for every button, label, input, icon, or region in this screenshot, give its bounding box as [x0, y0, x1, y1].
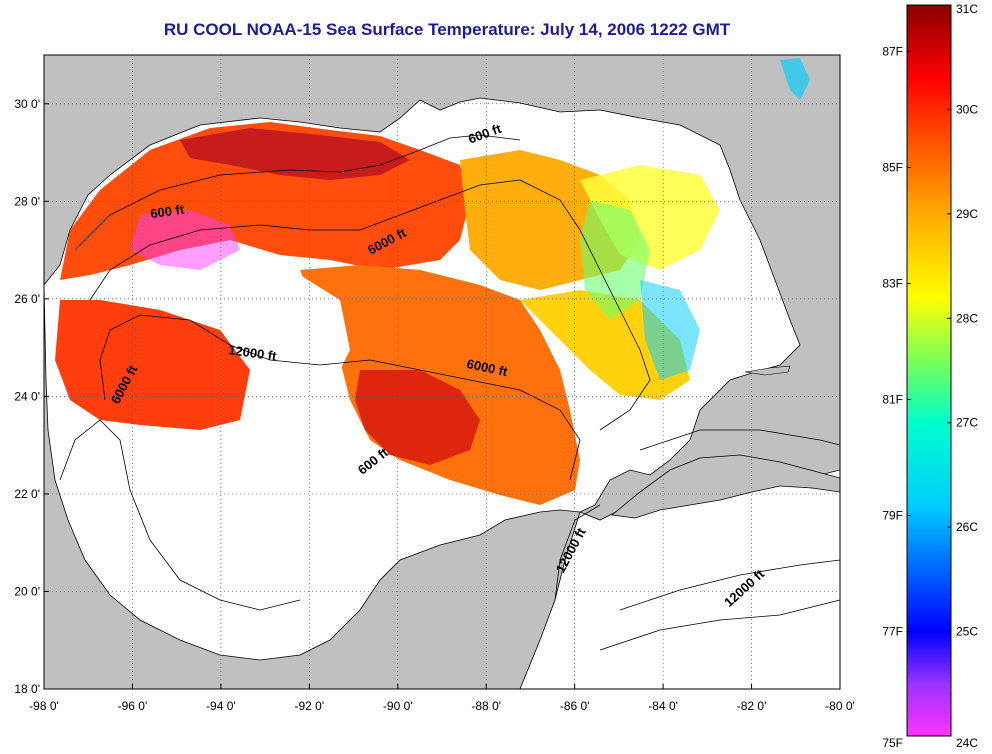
lat-tick-label: 22 0' [14, 487, 40, 501]
map-title: RU COOL NOAA-15 Sea Surface Temperature:… [163, 20, 731, 39]
colorbar-celsius-label: 28C [956, 311, 978, 325]
cuba-island [611, 454, 840, 519]
colorbar-celsius-label: 26C [956, 520, 978, 534]
colorbar-fahrenheit-label: 77F [882, 625, 903, 639]
longitude-tick-labels: -98 0' -96 0' -94 0' -92 0' -90 0' -88 0' -86 … [29, 699, 855, 713]
colorbar-fahrenheit-labels: 87F 85F 83F 81F 79F 77F 75F [882, 44, 911, 750]
colorbar-celsius-label: 24C [956, 736, 978, 750]
colorbar-celsius-label: 25C [956, 625, 978, 639]
lat-tick-label: 24 0' [14, 389, 40, 403]
lon-tick-label: -80 0' [825, 699, 855, 713]
lat-tick-label: 30 0' [14, 97, 40, 111]
lat-tick-label: 26 0' [14, 292, 40, 306]
florida-keys [744, 365, 791, 376]
bathymetry-contours [59, 134, 840, 651]
colorbar-fahrenheit-label: 83F [882, 276, 903, 290]
colorbar-fahrenheit-label: 75F [882, 736, 903, 750]
lon-tick-label: -88 0' [471, 699, 501, 713]
colorbar-celsius-label: 30C [956, 102, 978, 116]
colorbar-gradient [906, 4, 952, 737]
colorbar-celsius-label: 27C [956, 416, 978, 430]
colorbar-celsius-label: 29C [956, 207, 978, 221]
colorbar-fahrenheit-label: 87F [882, 44, 903, 58]
lon-tick-label: -92 0' [295, 699, 325, 713]
lon-tick-label: -84 0' [648, 699, 678, 713]
lat-tick-label: 20 0' [14, 584, 40, 598]
lat-tick-label: 18 0' [14, 682, 40, 696]
lon-tick-label: -82 0' [737, 699, 767, 713]
map-frame [43, 54, 841, 690]
latitude-tick-labels: 18 0' 20 0' 22 0' 24 0' 26 0' 28 0' 30 0' [14, 97, 40, 696]
colorbar-celsius-labels: 31C 30C 29C 28C 27C 26C 25C 24C [947, 2, 978, 750]
lon-tick-label: -94 0' [206, 699, 236, 713]
lon-tick-label: -86 0' [560, 699, 590, 713]
contour-label: 600 ft [149, 202, 185, 222]
contour-label: 12000 ft [227, 342, 278, 364]
lat-tick-label: 28 0' [14, 194, 40, 208]
lon-tick-label: -96 0' [118, 699, 148, 713]
lon-tick-label: -90 0' [383, 699, 413, 713]
colorbar-fahrenheit-label: 81F [882, 393, 903, 407]
lon-tick-label: -98 0' [29, 699, 59, 713]
colorbar-fahrenheit-label: 85F [882, 160, 903, 174]
temperature-colorbar: 31C 30C 29C 28C 27C 26C 25C 24C 87F 85F 83F 81F 79F… [882, 2, 978, 750]
colorbar-celsius-label: 31C [956, 2, 978, 16]
colorbar-fahrenheit-label: 79F [882, 509, 903, 523]
